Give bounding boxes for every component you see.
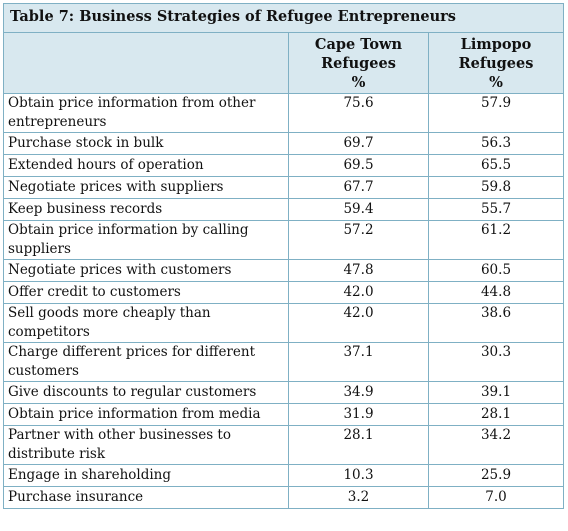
limpopo-value: 55.7 [427,198,565,221]
table-row: Charge different prices for different cu… [3,342,565,382]
strategy-cell: Obtain price information from media [3,403,289,426]
strategy-cell: Offer credit to customers [3,281,289,304]
limpopo-value: 59.8 [427,176,565,199]
table-row: Keep business records 59.4 55.7 [3,198,565,221]
table-row: Obtain price information by calling supp… [3,220,565,260]
strategy-cell: Obtain price information by calling supp… [3,220,289,260]
limpopo-value: 60.5 [427,259,565,282]
table-row: Engage in shareholding 10.3 25.9 [3,464,565,487]
strategy-cell: Give discounts to regular customers [3,381,289,404]
strategy-cell: Partner with other businesses to distrib… [3,425,289,465]
limpopo-value: 44.8 [427,281,565,304]
cape-town-value: 59.4 [288,198,429,221]
column-header-cape-town: Cape Town Refugees % [288,32,429,94]
title-row: Table 7: Business Strategies of Refugee … [2,3,565,33]
cape-town-value: 42.0 [288,303,429,343]
table-row: Purchase stock in bulk 69.7 56.3 [3,132,565,155]
table-row: Extended hours of operation 69.5 65.5 [3,154,565,177]
table-title: Table 7: Business Strategies of Refugee … [2,3,565,33]
table-row: Offer credit to customers 42.0 44.8 [3,281,565,304]
cape-town-value: 47.8 [288,259,429,282]
strategy-cell: Keep business records [3,198,289,221]
strategy-cell: Extended hours of operation [3,154,289,177]
limpopo-value: 28.1 [427,403,565,426]
table-row: Give discounts to regular customers 34.9… [3,381,565,404]
header-row: Cape Town Refugees % Limpopo Refugees % [3,32,565,94]
strategies-table: Table 7: Business Strategies of Refugee … [2,3,565,509]
limpopo-value: 30.3 [427,342,565,382]
strategy-cell: Negotiate prices with customers [3,259,289,282]
table-body: Obtain price information from other entr… [3,93,565,509]
cape-town-value: 69.5 [288,154,429,177]
cape-town-value: 75.6 [288,93,429,133]
cape-town-value: 10.3 [288,464,429,487]
table-row: Sell goods more cheaply than competitors… [3,303,565,343]
limpopo-value: 65.5 [427,154,565,177]
column-header-line: Refugees [321,55,396,72]
table-row: Partner with other businesses to distrib… [3,425,565,465]
column-header-line: % [351,74,366,91]
table-row: Purchase insurance 3.2 7.0 [3,486,565,509]
table-row: Obtain price information from media 31.9… [3,403,565,426]
cape-town-value: 67.7 [288,176,429,199]
strategy-cell: Charge different prices for different cu… [3,342,289,382]
limpopo-value: 57.9 [427,93,565,133]
column-header-line: Cape Town [314,36,403,53]
strategy-cell: Purchase stock in bulk [3,132,289,155]
limpopo-value: 25.9 [427,464,565,487]
strategy-cell: Engage in shareholding [3,464,289,487]
column-header-line: Refugees [458,55,534,72]
cape-town-value: 31.9 [288,403,429,426]
column-header-line: Limpopo [460,36,532,53]
strategy-cell: Sell goods more cheaply than competitors [3,303,289,343]
table-row: Negotiate prices with suppliers 67.7 59.… [3,176,565,199]
cape-town-value: 3.2 [288,486,429,509]
cape-town-value: 34.9 [288,381,429,404]
cape-town-value: 37.1 [288,342,429,382]
limpopo-value: 56.3 [427,132,565,155]
limpopo-value: 61.2 [427,220,565,260]
table-row: Obtain price information from other entr… [3,93,565,133]
cape-town-value: 42.0 [288,281,429,304]
cape-town-value: 57.2 [288,220,429,260]
cape-town-value: 28.1 [288,425,429,465]
limpopo-value: 34.2 [427,425,565,465]
limpopo-value: 7.0 [427,486,565,509]
strategy-cell: Negotiate prices with suppliers [3,176,289,199]
strategy-cell: Obtain price information from other entr… [3,93,289,133]
column-header-line: % [489,74,503,91]
cape-town-value: 69.7 [288,132,429,155]
table-row: Negotiate prices with customers 47.8 60.… [3,259,565,282]
column-header-limpopo: Limpopo Refugees % [427,32,565,94]
limpopo-value: 38.6 [427,303,565,343]
table-container: Table 7: Business Strategies of Refugee … [2,3,565,509]
header-blank-cell [3,32,289,94]
limpopo-value: 39.1 [427,381,565,404]
strategy-cell: Purchase insurance [3,486,289,509]
